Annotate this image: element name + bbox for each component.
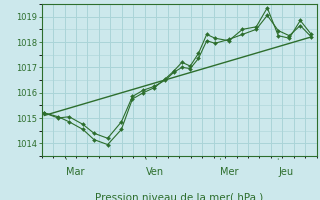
- Text: Pression niveau de la mer( hPa ): Pression niveau de la mer( hPa ): [95, 192, 263, 200]
- Text: Mer: Mer: [220, 167, 239, 177]
- Text: Jeu: Jeu: [278, 167, 293, 177]
- Text: Mar: Mar: [66, 167, 85, 177]
- Text: Ven: Ven: [146, 167, 164, 177]
